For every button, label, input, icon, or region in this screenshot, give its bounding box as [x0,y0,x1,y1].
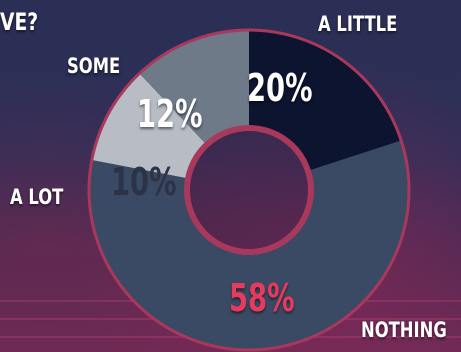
donut-outer-border [87,28,411,352]
category-label-a-lot: A LOT [10,185,64,209]
value-label-a-lot: 10% [111,160,177,204]
value-label-a-little: 20% [247,66,313,110]
slice-a-lot [91,73,207,179]
value-label-nothing: 58% [229,276,295,320]
category-label-some: SOME [67,54,121,78]
donut-inner-border [184,125,314,255]
value-label-some: 12% [137,92,203,136]
question-title-fragment: VE? [0,8,39,36]
category-label-a-little: A LITTLE [318,12,398,36]
category-label-nothing: NOTHING [361,318,447,342]
slice-nothing [89,140,410,350]
slice-some [139,30,249,145]
slice-a-little [249,30,402,171]
